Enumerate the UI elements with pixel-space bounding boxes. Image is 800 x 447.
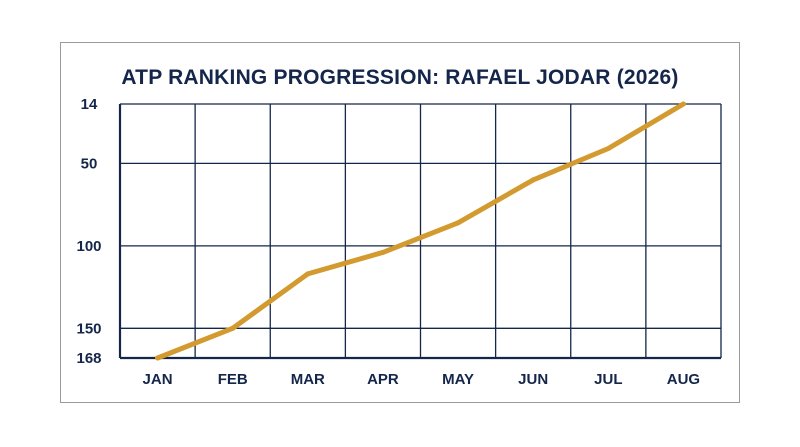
chart-frame (60, 42, 740, 403)
grid-lines (120, 103, 722, 358)
x-tick-label: APR (367, 371, 399, 388)
series-layer (155, 101, 686, 361)
y-tick-label: 50 (81, 155, 98, 172)
x-tick-label: JAN (143, 371, 173, 388)
data-point (530, 177, 536, 183)
series-line (155, 101, 686, 361)
data-point (305, 271, 311, 277)
x-tick-label: MAR (291, 371, 325, 388)
x-tick-label: AUG (667, 371, 700, 388)
data-point (230, 325, 236, 331)
y-tick-label: 150 (76, 320, 101, 337)
x-tick-label: FEB (218, 371, 248, 388)
data-point (380, 249, 386, 255)
y-tick-labels: 14 50 100 150 168 (76, 96, 101, 367)
data-point (680, 101, 686, 107)
x-tick-labels: JAN FEB MAR APR MAY JUN JUL AUG (143, 371, 701, 388)
chart-title: ATP RANKING PROGRESSION: RAFAEL JODAR (2… (121, 66, 679, 89)
x-tick-label: JUL (594, 371, 622, 388)
y-tick-label: 168 (76, 350, 101, 367)
x-tick-label: JUN (518, 371, 548, 388)
axes (118, 104, 721, 360)
x-tick-label: MAY (442, 371, 474, 388)
data-point (605, 146, 611, 152)
y-tick-label: 14 (81, 96, 98, 113)
y-tick-label: 100 (76, 238, 101, 255)
data-point (455, 220, 461, 226)
data-point (155, 355, 161, 361)
